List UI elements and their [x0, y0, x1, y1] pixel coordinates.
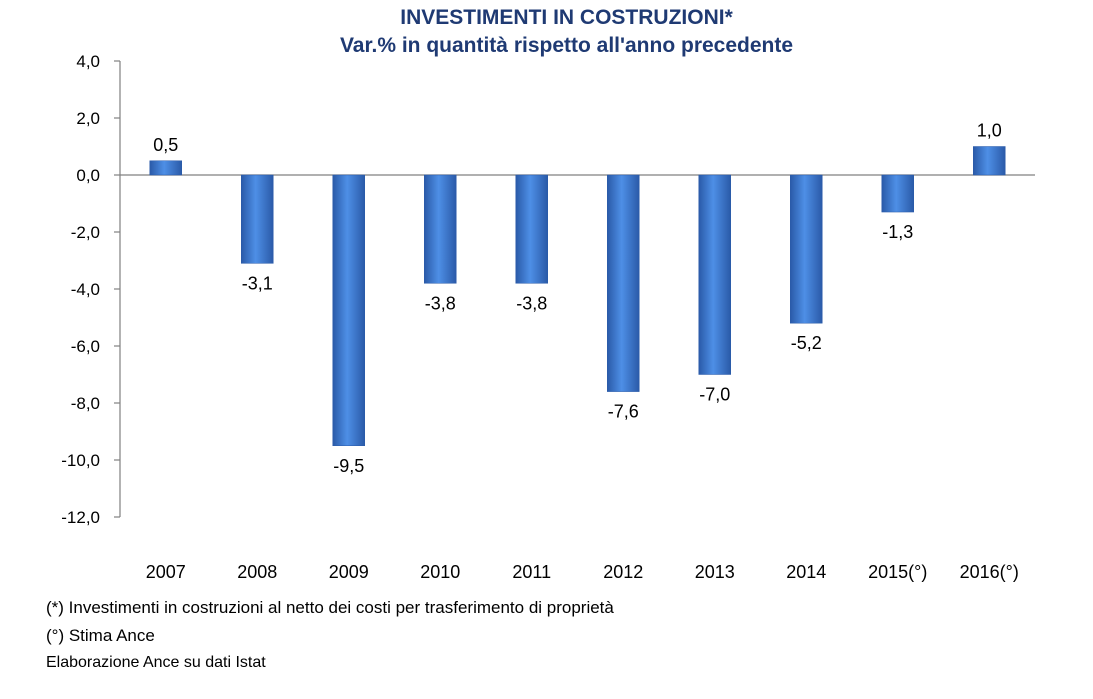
chart-subtitle: Var.% in quantità rispetto all'anno prec…	[339, 34, 794, 57]
x-tick-label: 2007	[146, 562, 186, 582]
data-label: 1,0	[977, 121, 1002, 141]
axes: 4,0 2,0 0,0 -2,0 -4,0 -6,0 -8,0 -10,0 -12,0	[61, 52, 1035, 527]
bar-chart: 4,0 2,0 0,0 -2,0 -4,0 -6,0 -8,0 -10,0 -12,0 0,5 2…	[61, 52, 1035, 583]
chart-title: INVESTIMENTI IN COSTRUZIONI*	[400, 6, 733, 29]
y-tick-label: 4,0	[76, 52, 100, 71]
footnote-degree: (°) Stima Ance	[46, 626, 155, 645]
data-label: -3,1	[242, 273, 273, 293]
bar	[241, 174, 274, 264]
y-tick-label: -2,0	[71, 223, 100, 242]
bar	[332, 174, 365, 446]
x-tick-label: 2012	[603, 562, 643, 582]
bar	[515, 174, 548, 284]
x-tick-label: 2015(°)	[868, 562, 927, 582]
y-tick-label: -8,0	[71, 394, 100, 413]
y-tick-label: -10,0	[61, 451, 100, 470]
data-label: -3,8	[516, 293, 547, 313]
footnote-asterisk: (*) Investimenti in costruzioni al netto…	[46, 598, 614, 617]
x-tick-label: 2008	[237, 562, 277, 582]
bar	[881, 174, 914, 213]
bar	[607, 174, 640, 392]
data-label: -5,2	[791, 333, 822, 353]
data-label: -7,0	[699, 385, 730, 405]
y-tick-label: -6,0	[71, 337, 100, 356]
x-tick-label: 2014	[786, 562, 826, 582]
bars	[149, 146, 1006, 446]
y-tick-label: -4,0	[71, 280, 100, 299]
x-tick-label: 2009	[329, 562, 369, 582]
x-tick-label: 2010	[420, 562, 460, 582]
x-tick-label: 2016(°)	[960, 562, 1019, 582]
y-tick-label: -12,0	[61, 508, 100, 527]
y-tick-label: 2,0	[76, 109, 100, 128]
bar	[424, 174, 457, 284]
bar	[149, 160, 182, 176]
bar	[790, 174, 823, 324]
data-label: -1,3	[882, 222, 913, 242]
data-label: 0,5	[153, 135, 178, 155]
x-tick-label: 2013	[695, 562, 735, 582]
bar	[698, 174, 731, 375]
x-tick-label: 2011	[512, 562, 551, 582]
data-label: -7,6	[608, 402, 639, 422]
data-label: -9,5	[333, 456, 364, 476]
bar	[973, 146, 1006, 176]
data-labels: 0,5 2007 -3,1 2008 -9,5 2009 -3,8 2010 -3,8 2011 -…	[146, 121, 1019, 583]
data-label: -3,8	[425, 293, 456, 313]
y-tick-label: 0,0	[76, 166, 100, 185]
source-note: Elaborazione Ance su dati Istat	[46, 654, 266, 671]
